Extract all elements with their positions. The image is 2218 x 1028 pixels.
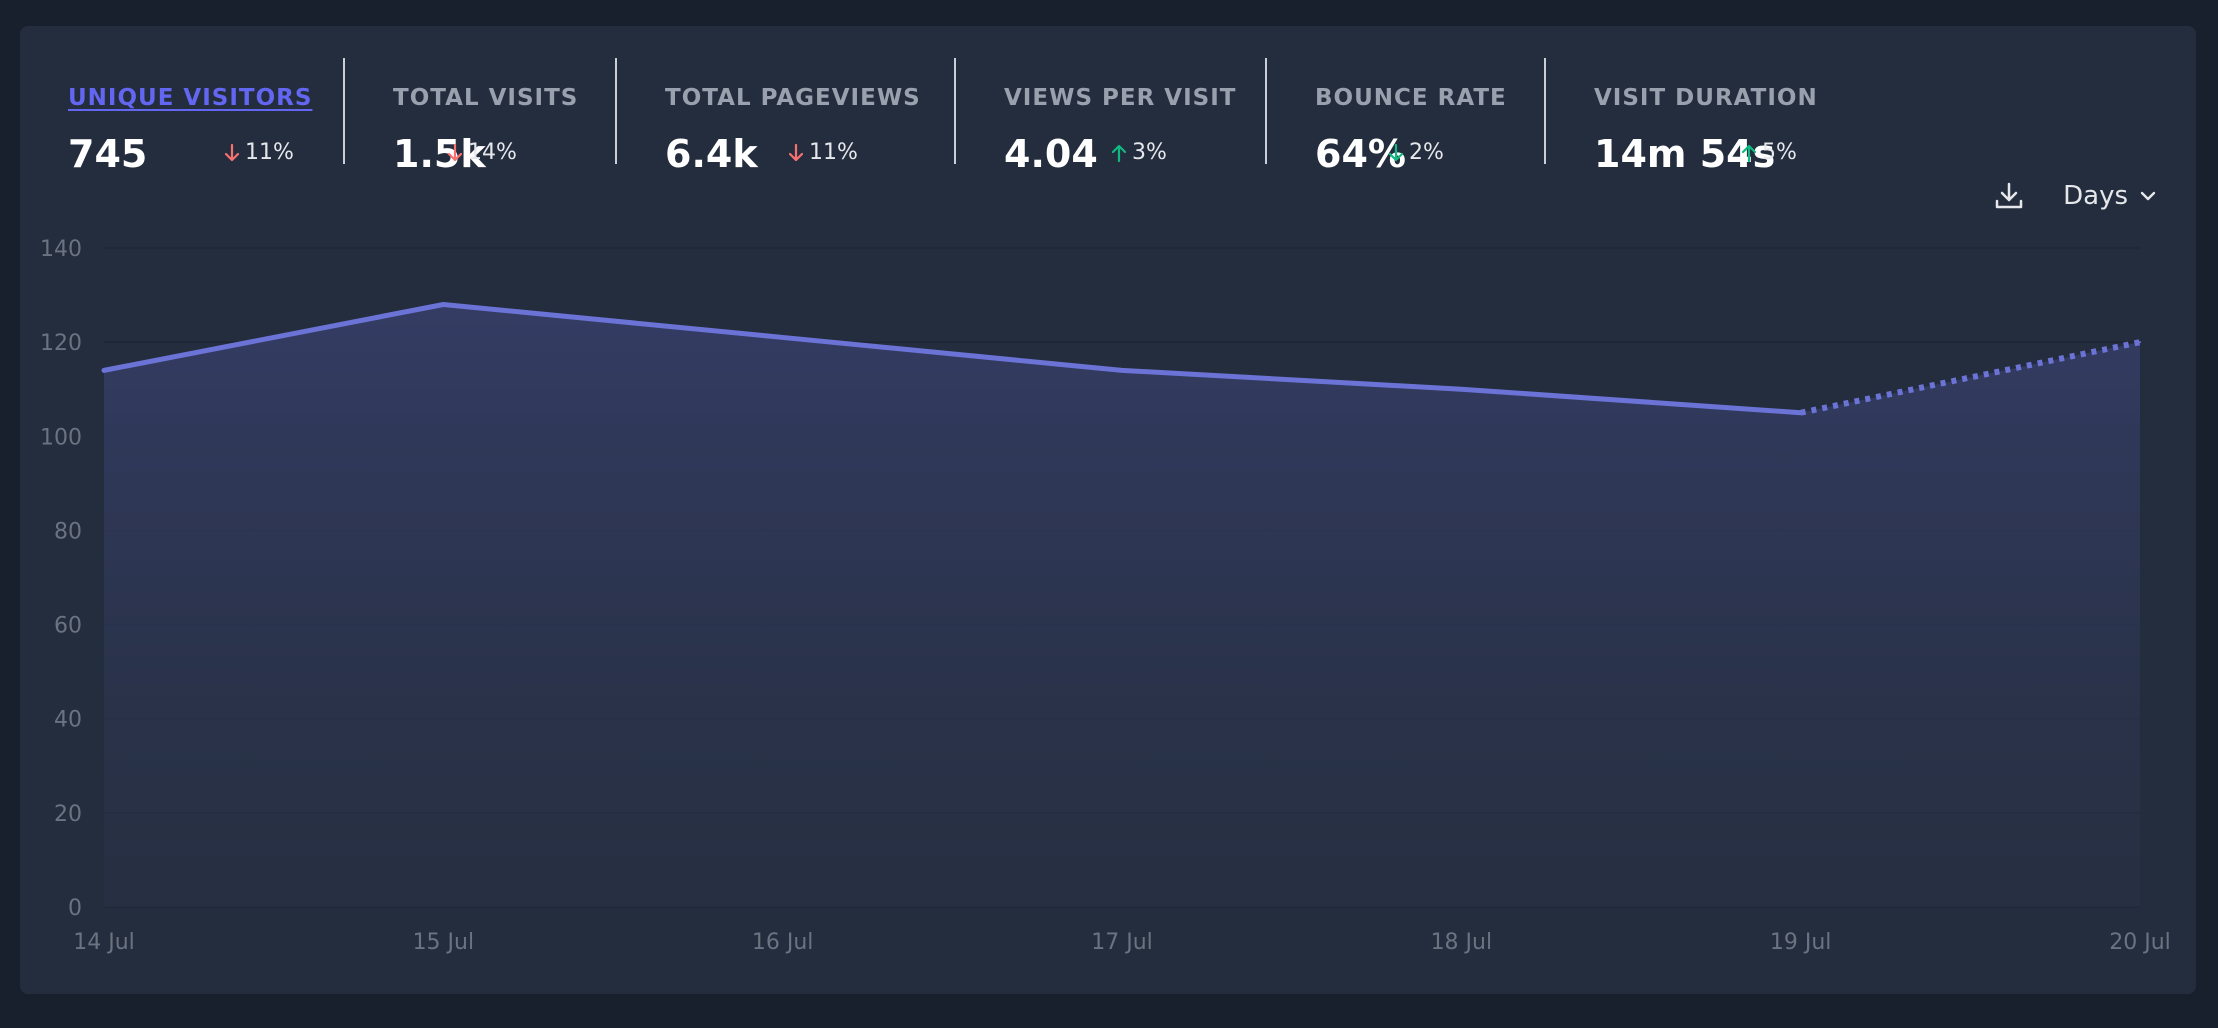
x-tick-label: 17 Jul	[1091, 930, 1153, 955]
stat-label: VIEWS PER VISIT	[1004, 85, 1237, 111]
data-point	[2139, 341, 2141, 344]
stat-value: 1.5k	[393, 132, 486, 176]
stat-value: 6.4k	[665, 132, 758, 176]
series-area	[104, 304, 2140, 907]
arrow-up-icon	[1112, 144, 1126, 162]
y-tick-label: 140	[40, 237, 82, 262]
stat-change: 11%	[225, 140, 294, 166]
x-tick-label: 16 Jul	[752, 930, 814, 955]
data-point	[103, 369, 105, 372]
stat-label: VISIT DURATION	[1594, 85, 1818, 111]
x-tick-label: 14 Jul	[73, 930, 135, 955]
graph-toolbar: Days	[1989, 176, 2156, 216]
top-stats: UNIQUE VISITORS 745 11% TOTAL VISITS 1.5…	[20, 58, 1846, 176]
arrow-up-icon	[1742, 144, 1756, 162]
stat-label: TOTAL PAGEVIEWS	[665, 85, 921, 111]
series-line-incomplete	[1800, 339, 2141, 416]
chevron-down-icon	[2140, 191, 2156, 201]
data-point	[781, 336, 784, 339]
stat-total-visits[interactable]: TOTAL VISITS 1.5k 14%	[345, 58, 617, 176]
stat-label: BOUNCE RATE	[1315, 85, 1507, 111]
stat-bounce-rate[interactable]: BOUNCE RATE 64% 2%	[1267, 58, 1546, 176]
stat-change: 14%	[448, 140, 517, 166]
stat-value: 745	[68, 132, 148, 176]
stat-change-value: 11%	[809, 140, 858, 165]
interval-label: Days	[2063, 181, 2128, 211]
visitors-chart: 0 20 40 60 80 100 120 140 14 Jul 15 Jul 16 Jul 17 …	[40, 237, 2171, 955]
download-icon	[1995, 182, 2023, 209]
stat-value: 14m 54s	[1594, 132, 1776, 176]
stat-label: TOTAL VISITS	[393, 85, 579, 111]
stat-change-value: 14%	[468, 140, 517, 165]
arrow-down-icon	[1389, 144, 1403, 162]
stat-change: 2%	[1389, 140, 1444, 166]
x-tick-label: 20 Jul	[2109, 930, 2171, 955]
stat-change-value: 3%	[1132, 140, 1167, 165]
stat-change-value: 5%	[1762, 140, 1797, 165]
interval-picker[interactable]: Days	[2063, 181, 2156, 211]
series-line	[101, 301, 1804, 416]
stat-change: 11%	[789, 140, 858, 166]
download-button[interactable]	[1989, 176, 2029, 216]
y-tick-label: 120	[40, 331, 82, 356]
arrow-down-icon	[225, 144, 239, 162]
y-tick-label: 20	[54, 802, 82, 827]
y-tick-label: 80	[54, 519, 82, 544]
stat-change-value: 2%	[1409, 140, 1444, 165]
y-tick-label: 0	[68, 896, 82, 921]
x-tick-label: 19 Jul	[1770, 930, 1832, 955]
stat-label: UNIQUE VISITORS	[68, 85, 313, 111]
y-tick-label: 40	[54, 708, 82, 733]
stat-value: 4.04	[1004, 132, 1098, 176]
data-point	[1121, 369, 1123, 372]
stat-change: 3%	[1112, 140, 1167, 166]
arrow-down-icon	[448, 144, 462, 162]
x-tick-label: 15 Jul	[413, 930, 475, 955]
stat-unique-visitors[interactable]: UNIQUE VISITORS 745 11%	[20, 58, 345, 176]
stat-views-per-visit[interactable]: VIEWS PER VISIT 4.04 3%	[956, 58, 1267, 176]
stat-visit-duration[interactable]: VISIT DURATION 14m 54s 5%	[1546, 58, 1846, 176]
arrow-down-icon	[789, 144, 803, 162]
stat-total-pageviews[interactable]: TOTAL PAGEVIEWS 6.4k 11%	[617, 58, 956, 176]
data-point	[442, 303, 445, 306]
visitor-graph-card: UNIQUE VISITORS 745 11% TOTAL VISITS 1.5…	[20, 26, 2196, 994]
stat-change: 5%	[1742, 140, 1797, 166]
y-tick-label: 100	[40, 425, 82, 450]
stat-change-value: 11%	[245, 140, 294, 165]
x-tick-label: 18 Jul	[1431, 930, 1493, 955]
data-point	[1460, 388, 1463, 391]
data-point	[1799, 411, 1802, 414]
y-tick-label: 60	[54, 614, 82, 639]
